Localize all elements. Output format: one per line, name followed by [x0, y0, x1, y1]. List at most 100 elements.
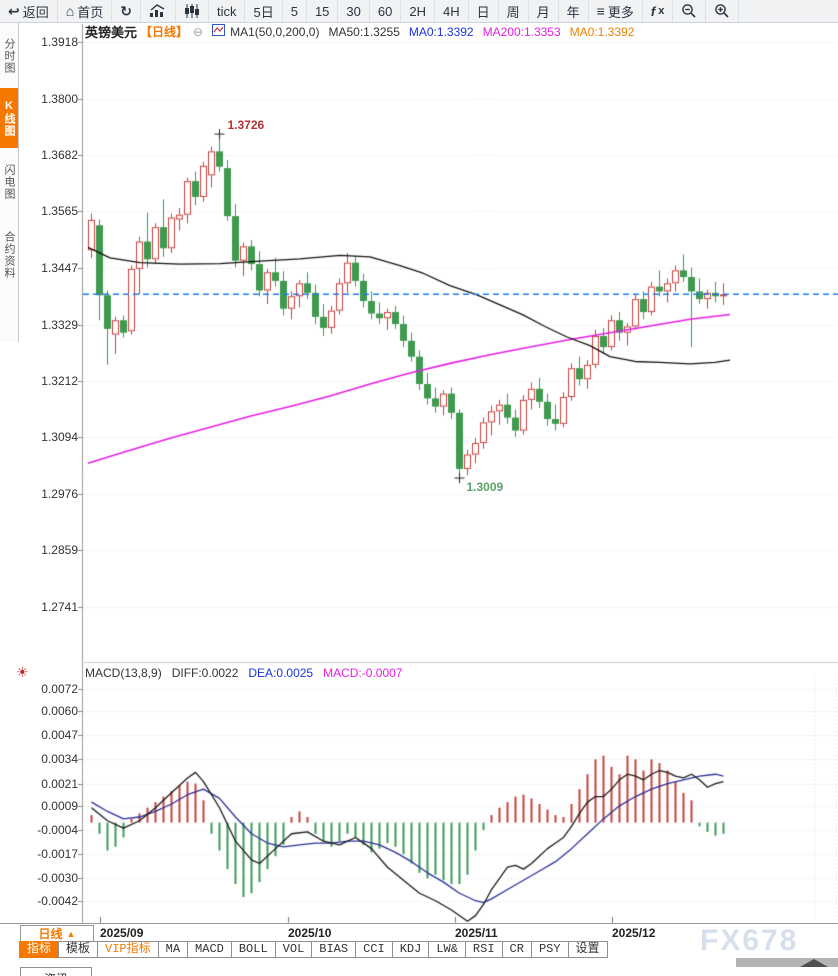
indicator-tab-row: 指标 模板 VIP指标 MA MACD BOLL VOL BIAS CCI KD… [19, 941, 608, 958]
price-axis-label: 1.3682 [41, 148, 78, 163]
ma50-value: MA50:1.3255 [328, 24, 400, 39]
period-selector[interactable]: 日线 ▲ [20, 925, 94, 942]
macd-axis-label: -0.0030 [37, 871, 78, 886]
chevron-up-icon: ▲ [66, 928, 76, 939]
sidebar-tab-lightning-chart[interactable]: 闪电图 [3, 164, 15, 200]
macd-axis-label: 0.0060 [41, 704, 78, 718]
tab-ma[interactable]: MA [157, 941, 189, 958]
period-day-button[interactable]: 日 [469, 0, 499, 22]
macd-formula: MACD(13,8,9) [85, 666, 162, 680]
home-label: 首页 [77, 4, 104, 20]
tab-template[interactable]: 模板 [58, 941, 99, 958]
tab-kdj[interactable]: KDJ [391, 941, 430, 958]
tab-vol[interactable]: VOL [274, 941, 313, 958]
refresh-button[interactable]: ↻ [112, 0, 141, 22]
tab-cci[interactable]: CCI [355, 941, 393, 958]
bottom-strip: 资讯 [0, 958, 838, 976]
back-label: 返回 [22, 4, 49, 20]
tab-rsi[interactable]: RSI [464, 941, 503, 958]
tab-bias[interactable]: BIAS [311, 941, 357, 958]
sidebar-tab-kline-chart[interactable]: K线图 [0, 88, 18, 148]
period-week-button[interactable]: 周 [499, 0, 529, 22]
home-icon: ⌂ [65, 3, 75, 19]
period-5day-button[interactable]: 5日 [245, 0, 283, 22]
ma0-blue-value: MA0:1.3392 [408, 24, 474, 39]
candlestick-button[interactable] [176, 0, 209, 22]
sidebar-tab-time-chart[interactable]: 分时图 [3, 38, 15, 74]
period-5min-button[interactable]: 5 [283, 0, 307, 22]
ma-settings-label: MA1(50,0,200,0) [230, 24, 320, 39]
date-axis-row: 日线 ▲ 2025/09 2025/10 2025/11 2025/12 [0, 923, 838, 942]
home-button[interactable]: ⌂ 首页 [58, 0, 113, 22]
back-arrow-icon: ↩ [8, 3, 20, 19]
macd-value: MACD:-0.0007 [323, 666, 403, 680]
period-15min-button[interactable]: 15 [307, 0, 339, 22]
dea-value: DEA:0.0025 [248, 666, 314, 680]
macd-settings-icon[interactable]: ☀ [16, 664, 29, 680]
tab-cr[interactable]: CR [501, 941, 532, 958]
scroll-up-arrow-icon[interactable] [800, 959, 828, 967]
fx-icon: f [650, 3, 656, 19]
menu-icon: ≡ [596, 3, 605, 19]
period-month-button[interactable]: 月 [529, 0, 559, 22]
date-label: 2025/11 [455, 926, 498, 940]
tab-news[interactable]: 资讯 [20, 967, 92, 976]
chart-type-sidebar: 分时图 K线图 闪电图 合约资料 [0, 22, 19, 342]
more-button[interactable]: ≡ 更多 [589, 0, 643, 22]
tab-settings[interactable]: 设置 [567, 941, 608, 958]
date-label: 2025/09 [100, 926, 144, 940]
period-2h-button[interactable]: 2H [401, 0, 435, 22]
period-year-button[interactable]: 年 [559, 0, 589, 22]
price-panel-header: 英镑美元 【日线】 ⊖ MA1(50,0,200,0) MA50:1.3255 … [85, 23, 634, 40]
symbol-period: 【日线】 [140, 25, 189, 39]
period-tick-button[interactable]: tick [209, 0, 246, 22]
high-price-annotation: 1.3726 [227, 118, 265, 133]
macd-axis-label: 0.0021 [41, 776, 78, 791]
macd-axis-label: 0.0009 [41, 798, 78, 813]
tab-boll[interactable]: BOLL [230, 941, 276, 958]
macd-axis-label: 0.0047 [41, 728, 78, 743]
zoom-in-icon [714, 3, 730, 19]
refresh-icon: ↻ [120, 3, 132, 19]
zoom-in-button[interactable] [706, 0, 740, 22]
price-axis-label: 1.3329 [41, 317, 78, 332]
price-axis-label: 1.3800 [41, 91, 78, 106]
macd-axis-label: 0.0034 [41, 752, 78, 767]
indicator-settings-icon[interactable] [212, 24, 226, 39]
horizontal-scrollbar[interactable] [736, 958, 838, 967]
low-price-annotation: 1.3009 [466, 480, 504, 495]
diff-value: DIFF:0.0022 [171, 666, 239, 680]
macd-axis-label: -0.0042 [37, 893, 78, 908]
line-chart-button[interactable] [141, 0, 176, 22]
price-axis-label: 1.2859 [41, 543, 78, 557]
price-axis-label: 1.3212 [41, 373, 78, 388]
price-axis-label: 1.3918 [41, 35, 78, 49]
price-axis-label: 1.2741 [41, 599, 78, 614]
tab-vip-indicator[interactable]: VIP指标 [97, 941, 159, 958]
price-axis-label: 1.2976 [41, 486, 78, 501]
line-chart-icon [149, 4, 167, 18]
tab-macd[interactable]: MACD [187, 941, 232, 958]
tab-indicator[interactable]: 指标 [19, 941, 60, 958]
sidebar-tab-contract-info[interactable]: 合约资料 [3, 231, 15, 279]
period-4h-button[interactable]: 4H [435, 0, 469, 22]
date-label: 2025/12 [612, 926, 656, 940]
period-60min-button[interactable]: 60 [370, 0, 402, 22]
zoom-out-icon [681, 3, 697, 19]
price-axis-label: 1.3565 [41, 204, 78, 219]
macd-panel-header: MACD(13,8,9) DIFF:0.0022 DEA:0.0025 MACD… [85, 665, 402, 681]
zoom-out-button[interactable] [673, 0, 707, 22]
tab-psy[interactable]: PSY [530, 941, 569, 958]
period-30min-button[interactable]: 30 [338, 0, 370, 22]
macd-axis-label: -0.0017 [37, 847, 78, 862]
tab-lw[interactable]: LW& [428, 941, 466, 958]
back-button[interactable]: ↩ 返回 [0, 0, 58, 22]
symbol-name: 英镑美元 [85, 25, 138, 40]
macd-axis-label: -0.0004 [37, 823, 78, 838]
collapse-icon[interactable]: ⊖ [193, 24, 204, 39]
macd-axis-label: 0.0072 [41, 681, 78, 696]
top-toolbar: ↩ 返回 ⌂ 首页 ↻ tick 5日 5 15 30 60 2H 4H 日 周… [0, 0, 838, 23]
